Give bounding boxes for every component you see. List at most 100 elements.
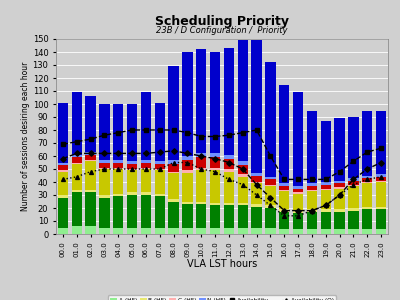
Bar [58,170,68,172]
Bar [58,198,68,227]
Bar [265,208,276,227]
Bar [58,227,68,234]
Bar [113,194,124,196]
Bar [251,227,262,234]
Bar [320,190,331,209]
Bar [113,163,124,168]
Bar [85,161,96,190]
Bar [210,170,220,203]
Bar [113,196,124,227]
Bar [320,229,331,234]
Bar [307,212,317,229]
Bar [293,194,303,211]
Bar [210,168,220,170]
Bar [238,227,248,234]
Bar [376,209,386,229]
Bar [251,176,262,182]
Bar [99,195,110,198]
Bar [210,227,220,234]
Bar [58,195,68,198]
Bar [265,179,276,184]
Bar [265,206,276,208]
Title: Scheduling Priority: Scheduling Priority [155,15,289,28]
Bar [334,118,345,181]
Bar [334,188,345,209]
Bar [348,117,359,178]
Bar [141,92,151,160]
Bar [265,177,276,179]
Bar [72,155,82,157]
Bar [72,226,82,234]
Bar [307,183,317,186]
Bar [376,110,386,174]
Bar [99,169,110,195]
Bar [279,209,290,212]
Bar [348,229,359,234]
Bar [238,161,248,165]
Bar [320,188,331,190]
Bar [293,211,303,213]
Bar [154,169,165,170]
Bar [168,202,179,227]
Bar [127,161,137,164]
Bar [85,190,96,192]
Bar [127,192,137,195]
Bar [127,104,137,161]
Y-axis label: Number of sessions desiring each hour: Number of sessions desiring each hour [21,62,30,211]
Bar [141,168,151,169]
Bar [376,207,386,209]
Bar [238,177,248,203]
Bar [348,181,359,184]
Bar [376,174,386,177]
Bar [113,160,124,163]
Bar [320,184,331,188]
Bar [362,209,372,229]
Bar [279,183,290,186]
Bar [307,110,317,183]
Bar [72,190,82,192]
Bar [307,191,317,209]
Bar [334,187,345,188]
Bar [85,160,96,161]
Bar [293,192,303,194]
Bar [362,229,372,234]
Bar [154,161,165,164]
Bar [85,152,96,155]
Bar [99,227,110,234]
Bar [210,153,220,157]
Bar [238,40,248,161]
Bar [168,160,179,164]
Bar [168,199,179,202]
Bar [196,157,206,168]
Bar [251,173,262,175]
Bar [127,195,137,227]
Bar [127,227,137,234]
Bar [251,207,262,227]
Text: 23B / D Configuration /  Priority: 23B / D Configuration / Priority [156,26,288,35]
Bar [238,203,248,206]
Bar [279,212,290,229]
Bar [210,52,220,153]
Bar [210,157,220,168]
Bar [168,172,179,173]
Bar [362,178,372,182]
Bar [362,207,372,209]
Bar [238,174,248,177]
Bar [293,229,303,234]
Bar [141,227,151,234]
Bar [251,183,262,204]
Bar [113,169,124,194]
Bar [154,103,165,161]
Bar [293,213,303,229]
Bar [154,164,165,169]
Bar [238,206,248,227]
Bar [362,110,372,176]
Bar [99,198,110,227]
Bar [182,52,193,156]
Bar [182,202,193,204]
Bar [279,190,290,191]
Bar [334,209,345,212]
Bar [348,186,359,208]
Bar [196,168,206,170]
Bar [113,104,124,160]
